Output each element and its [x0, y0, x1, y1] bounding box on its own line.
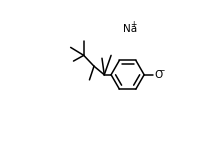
Text: −: − [158, 67, 164, 76]
Text: +: + [130, 20, 137, 29]
Text: O: O [154, 70, 163, 80]
Text: Na: Na [123, 24, 137, 34]
